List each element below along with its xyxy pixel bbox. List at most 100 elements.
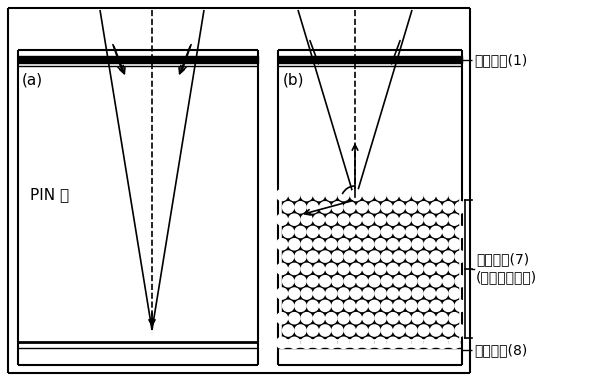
- Circle shape: [387, 239, 399, 250]
- Circle shape: [381, 202, 392, 213]
- Text: 透明基板(1): 透明基板(1): [474, 53, 527, 67]
- Text: 背反射层(7): 背反射层(7): [476, 252, 529, 266]
- Bar: [282, 195, 458, 338]
- Circle shape: [319, 300, 331, 312]
- Circle shape: [375, 312, 386, 324]
- Circle shape: [449, 214, 460, 225]
- Circle shape: [443, 325, 454, 336]
- Circle shape: [412, 189, 423, 201]
- Circle shape: [369, 300, 380, 312]
- Circle shape: [344, 300, 355, 312]
- Circle shape: [319, 226, 331, 238]
- Bar: [278, 56, 462, 63]
- Circle shape: [430, 251, 442, 262]
- Circle shape: [399, 263, 411, 275]
- Circle shape: [301, 337, 312, 349]
- Circle shape: [276, 312, 287, 324]
- Circle shape: [301, 239, 312, 250]
- Circle shape: [412, 263, 423, 275]
- Circle shape: [455, 226, 466, 238]
- Circle shape: [412, 288, 423, 299]
- Circle shape: [369, 251, 380, 262]
- Circle shape: [283, 251, 294, 262]
- Circle shape: [344, 226, 355, 238]
- Circle shape: [393, 251, 405, 262]
- Circle shape: [307, 202, 318, 213]
- Circle shape: [375, 189, 386, 201]
- Circle shape: [381, 251, 392, 262]
- Circle shape: [399, 189, 411, 201]
- Circle shape: [443, 226, 454, 238]
- Text: (a): (a): [22, 72, 43, 88]
- Circle shape: [283, 275, 294, 287]
- Circle shape: [313, 189, 324, 201]
- Circle shape: [387, 214, 399, 225]
- Circle shape: [325, 239, 337, 250]
- Circle shape: [350, 214, 362, 225]
- Circle shape: [406, 325, 417, 336]
- Circle shape: [338, 288, 349, 299]
- Circle shape: [393, 226, 405, 238]
- Circle shape: [356, 300, 368, 312]
- Circle shape: [399, 214, 411, 225]
- Circle shape: [289, 189, 300, 201]
- Circle shape: [350, 312, 362, 324]
- Circle shape: [325, 337, 337, 349]
- Circle shape: [455, 202, 466, 213]
- Circle shape: [449, 288, 460, 299]
- Circle shape: [430, 325, 442, 336]
- Circle shape: [369, 226, 380, 238]
- Circle shape: [424, 239, 436, 250]
- Circle shape: [418, 226, 430, 238]
- Circle shape: [332, 251, 343, 262]
- Circle shape: [307, 226, 318, 238]
- Circle shape: [381, 300, 392, 312]
- Circle shape: [289, 337, 300, 349]
- Circle shape: [369, 325, 380, 336]
- Circle shape: [313, 214, 324, 225]
- Circle shape: [449, 239, 460, 250]
- Circle shape: [375, 337, 386, 349]
- Text: (三维光子晶体): (三维光子晶体): [476, 270, 537, 284]
- Circle shape: [375, 288, 386, 299]
- Circle shape: [295, 202, 306, 213]
- Circle shape: [424, 263, 436, 275]
- Circle shape: [350, 288, 362, 299]
- Circle shape: [313, 263, 324, 275]
- Circle shape: [412, 214, 423, 225]
- Circle shape: [289, 239, 300, 250]
- Circle shape: [313, 312, 324, 324]
- Circle shape: [387, 312, 399, 324]
- Circle shape: [307, 325, 318, 336]
- Circle shape: [449, 337, 460, 349]
- Circle shape: [437, 214, 448, 225]
- Circle shape: [362, 312, 374, 324]
- Circle shape: [381, 226, 392, 238]
- Circle shape: [295, 251, 306, 262]
- Circle shape: [325, 312, 337, 324]
- Circle shape: [375, 239, 386, 250]
- Circle shape: [393, 202, 405, 213]
- Circle shape: [344, 325, 355, 336]
- Circle shape: [424, 337, 436, 349]
- Circle shape: [276, 189, 287, 201]
- Circle shape: [301, 263, 312, 275]
- Circle shape: [437, 263, 448, 275]
- Circle shape: [430, 275, 442, 287]
- Circle shape: [325, 214, 337, 225]
- Circle shape: [430, 202, 442, 213]
- Circle shape: [393, 325, 405, 336]
- Circle shape: [289, 288, 300, 299]
- Circle shape: [276, 214, 287, 225]
- Circle shape: [307, 275, 318, 287]
- Circle shape: [437, 337, 448, 349]
- Circle shape: [437, 239, 448, 250]
- Circle shape: [319, 202, 331, 213]
- Circle shape: [276, 337, 287, 349]
- Circle shape: [412, 239, 423, 250]
- Circle shape: [307, 251, 318, 262]
- Text: (b): (b): [283, 72, 304, 88]
- Circle shape: [350, 263, 362, 275]
- Circle shape: [399, 288, 411, 299]
- Circle shape: [332, 300, 343, 312]
